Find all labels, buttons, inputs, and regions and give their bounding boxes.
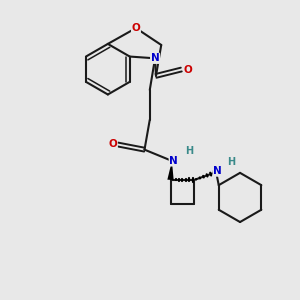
- Polygon shape: [167, 161, 174, 180]
- Text: O: O: [184, 64, 193, 75]
- Text: N: N: [151, 53, 159, 63]
- Text: N: N: [169, 156, 178, 166]
- Text: O: O: [132, 23, 140, 33]
- Text: H: H: [185, 146, 193, 156]
- Text: O: O: [109, 140, 117, 149]
- Text: N: N: [213, 166, 222, 176]
- Text: H: H: [227, 157, 235, 166]
